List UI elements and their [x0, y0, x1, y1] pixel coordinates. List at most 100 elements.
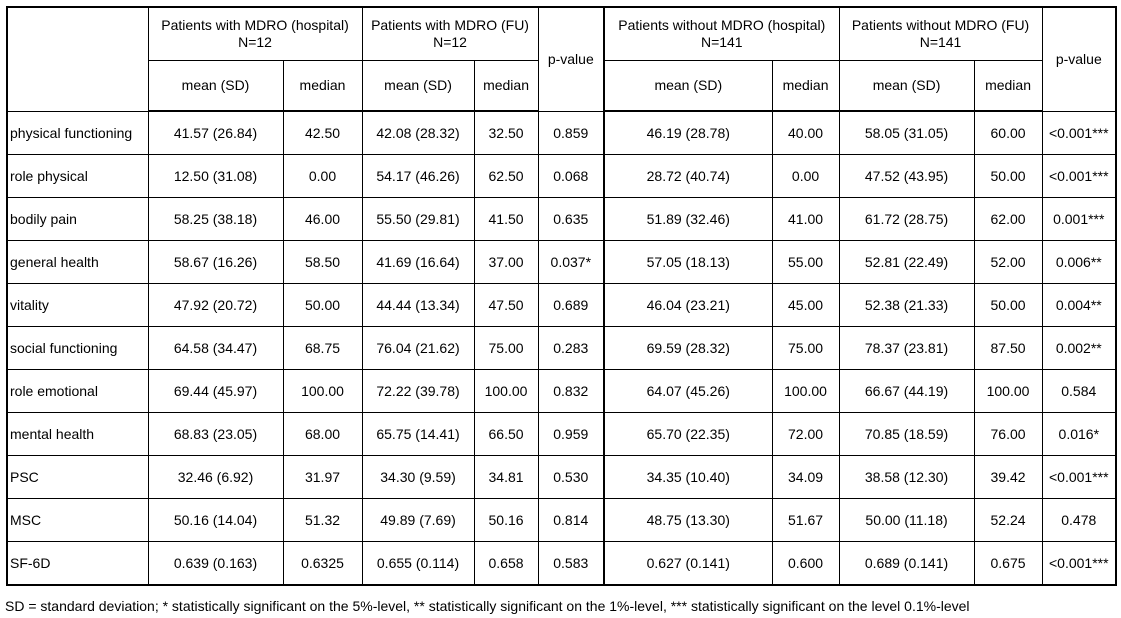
table-cell: 0.583	[537, 541, 606, 586]
table-cell: 70.85 (18.59)	[838, 412, 975, 456]
table-cell: 34.81	[473, 455, 539, 499]
table-cell: 0.004**	[1041, 283, 1118, 327]
group-header-no-mdro-hospital: Patients without MDRO (hospital) N=141	[603, 6, 840, 61]
subheader-median: median	[973, 60, 1043, 112]
table-cell: 0.814	[537, 498, 606, 542]
table-cell: 28.72 (40.74)	[603, 154, 773, 198]
table-cell: 50.16 (14.04)	[147, 498, 284, 542]
table-cell: 50.16	[473, 498, 539, 542]
table-cell: 32.46 (6.92)	[147, 455, 284, 499]
row-label: social functioning	[6, 326, 149, 370]
table-cell: 49.89 (7.69)	[361, 498, 475, 542]
table-cell: 68.00	[282, 412, 363, 456]
results-table: Patients with MDRO (hospital) N=12 Patien…	[6, 6, 1118, 586]
table-cell: 68.75	[282, 326, 363, 370]
table-cell: 100.00	[282, 369, 363, 413]
table-cell: 51.89 (32.46)	[603, 197, 773, 241]
table-cell: 0.002**	[1041, 326, 1118, 370]
table-cell: 0.959	[537, 412, 606, 456]
table-cell: 52.24	[973, 498, 1043, 542]
table-cell: 46.00	[282, 197, 363, 241]
row-label: role physical	[6, 154, 149, 198]
table-row: role physical 12.50 (31.08) 0.00 54.17 (46.…	[6, 154, 1118, 198]
table-cell: 44.44 (13.34)	[361, 283, 475, 327]
table-cell: 0.689 (0.141)	[838, 541, 975, 586]
table-cell: 68.83 (23.05)	[147, 412, 284, 456]
table-cell: 58.05 (31.05)	[838, 110, 975, 155]
table-cell: 58.67 (16.26)	[147, 240, 284, 284]
table-cell: 0.584	[1041, 369, 1118, 413]
table-cell: 0.689	[537, 283, 606, 327]
table-cell: 55.00	[771, 240, 840, 284]
table-cell: 62.50	[473, 154, 539, 198]
table-cell: 34.09	[771, 455, 840, 499]
row-label: vitality	[6, 283, 149, 327]
table-cell: 50.00	[973, 154, 1043, 198]
table-cell: 87.50	[973, 326, 1043, 370]
table-cell: 52.81 (22.49)	[838, 240, 975, 284]
table-cell: 100.00	[771, 369, 840, 413]
table-cell: 31.97	[282, 455, 363, 499]
table-cell: 47.52 (43.95)	[838, 154, 975, 198]
table-cell: 12.50 (31.08)	[147, 154, 284, 198]
table-cell: 58.25 (38.18)	[147, 197, 284, 241]
table-cell: 0.037*	[537, 240, 606, 284]
table-cell: 0.530	[537, 455, 606, 499]
table-cell: 41.50	[473, 197, 539, 241]
table-cell: 34.30 (9.59)	[361, 455, 475, 499]
table-row: MSC 50.16 (14.04) 51.32 49.89 (7.69) 50.16 0.…	[6, 498, 1118, 542]
table-cell: 52.38 (21.33)	[838, 283, 975, 327]
table-cell: 66.50	[473, 412, 539, 456]
table-cell: 65.70 (22.35)	[603, 412, 773, 456]
pvalue-header-no-mdro: p-value	[1041, 6, 1118, 112]
subheader-median: median	[282, 60, 363, 112]
table-cell: 45.00	[771, 283, 840, 327]
table-cell: 0.675	[973, 541, 1043, 586]
table-cell: 64.58 (34.47)	[147, 326, 284, 370]
table-cell: 0.658	[473, 541, 539, 586]
row-label: physical functioning	[6, 110, 149, 155]
table-cell: 0.635	[537, 197, 606, 241]
table-cell: 50.00	[282, 283, 363, 327]
table-cell: 41.69 (16.64)	[361, 240, 475, 284]
table-row: mental health 68.83 (23.05) 68.00 65.75 (14…	[6, 412, 1118, 456]
table-cell: 42.50	[282, 110, 363, 155]
table-cell: 46.19 (28.78)	[603, 110, 773, 155]
table-cell: 60.00	[973, 110, 1043, 155]
table-cell: 39.42	[973, 455, 1043, 499]
table-row: PSC 32.46 (6.92) 31.97 34.30 (9.59) 34.81 0.5…	[6, 455, 1118, 499]
table-cell: 64.07 (45.26)	[603, 369, 773, 413]
header-row-stats: mean (SD) median mean (SD) median mean (…	[7, 60, 1116, 112]
table-cell: 0.00	[771, 154, 840, 198]
table-cell: 61.72 (28.75)	[838, 197, 975, 241]
subheader-mean: mean (SD)	[361, 60, 475, 112]
table-cell: 51.32	[282, 498, 363, 542]
group-header-no-mdro-fu: Patients without MDRO (FU) N=141	[838, 6, 1043, 61]
row-label: mental health	[6, 412, 149, 456]
table-cell: 34.35 (10.40)	[603, 455, 773, 499]
table-cell: 50.00 (11.18)	[838, 498, 975, 542]
table-cell: 0.627 (0.141)	[603, 541, 773, 586]
table-cell: 69.59 (28.32)	[603, 326, 773, 370]
table-cell: 0.832	[537, 369, 606, 413]
table-cell: 76.00	[973, 412, 1043, 456]
table-cell: 41.57 (26.84)	[147, 110, 284, 155]
table-cell: 75.00	[771, 326, 840, 370]
table-cell: 0.283	[537, 326, 606, 370]
row-label: PSC	[6, 455, 149, 499]
table-cell: 100.00	[473, 369, 539, 413]
table-row: role emotional 69.44 (45.97) 100.00 72.22 (…	[6, 369, 1118, 413]
subheader-median: median	[771, 60, 840, 112]
table-cell: 65.75 (14.41)	[361, 412, 475, 456]
table-row: SF-6D 0.639 (0.163) 0.6325 0.655 (0.114) 0.6…	[6, 541, 1118, 586]
row-label: general health	[6, 240, 149, 284]
table-cell: 37.00	[473, 240, 539, 284]
table-cell: 38.58 (12.30)	[838, 455, 975, 499]
table-cell: 0.478	[1041, 498, 1118, 542]
table-cell: 0.6325	[282, 541, 363, 586]
table-cell: 0.068	[537, 154, 606, 198]
table-cell: 62.00	[973, 197, 1043, 241]
table-cell: 46.04 (23.21)	[603, 283, 773, 327]
table-cell: 0.00	[282, 154, 363, 198]
subheader-mean: mean (SD)	[838, 60, 975, 112]
